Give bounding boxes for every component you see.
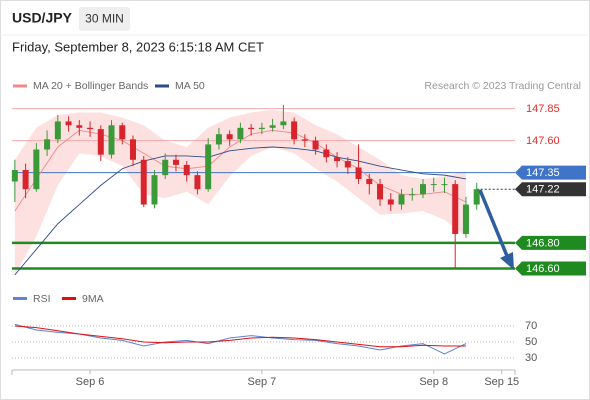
candle-body: [258, 127, 265, 130]
rsi-panel: RSI 9MA 30 50 70 Sep 6 Sep 7 Sep 8 Sep 15: [11, 293, 537, 388]
candle-body: [215, 134, 222, 145]
ma-line: [14, 146, 467, 276]
projection-arrow: [478, 189, 509, 257]
projection-arrowhead: [500, 252, 514, 270]
y-tick-label: 70: [525, 320, 537, 332]
credit: Research © 2023 Trading Central: [424, 80, 581, 92]
legend-label: MA 50: [175, 80, 205, 92]
candle-body: [301, 139, 308, 141]
level-tag: [515, 235, 586, 250]
level-label: 147.22: [526, 184, 560, 196]
y-tick-label: 50: [525, 336, 537, 348]
candle-body: [183, 164, 190, 176]
candle-body: [172, 159, 179, 165]
legend-label: RSI: [33, 293, 51, 305]
x-tick-label: Sep 6: [76, 376, 105, 388]
candle-body: [76, 125, 83, 128]
candle-body: [398, 194, 405, 205]
legend-swatch: [13, 297, 27, 300]
rsi-line: [14, 325, 466, 348]
candle-body: [151, 175, 158, 205]
legend-swatch: [155, 84, 169, 88]
legend-swatch: [62, 297, 76, 300]
candle-body: [11, 170, 18, 182]
price-panel: MA 20 + Bollinger Bands MA 50 147.85 147.60…: [11, 80, 586, 276]
candle-body: [87, 127, 94, 130]
bollinger-band: [14, 109, 466, 275]
candle-body: [387, 199, 394, 205]
candle-body: [355, 167, 362, 179]
candle-body: [54, 121, 61, 140]
candle-body: [119, 125, 126, 140]
candle-body: [97, 129, 104, 155]
level-tag: [515, 182, 586, 197]
candle-body: [312, 140, 319, 150]
level-label: 146.80: [526, 237, 560, 249]
candle-body: [473, 189, 480, 205]
legend-label: 9MA: [82, 293, 104, 305]
legend-label: MA 20 + Bollinger Bands: [33, 80, 148, 92]
y-tick-label: 30: [525, 352, 537, 364]
level-tag: [515, 165, 586, 180]
candle-body: [377, 184, 384, 200]
candle-body: [441, 184, 448, 186]
candle-body: [140, 159, 147, 205]
candle-body: [248, 127, 255, 130]
candle-body: [462, 204, 469, 234]
candle-body: [130, 139, 137, 160]
candle-body: [344, 161, 351, 168]
x-tick-label: Sep 7: [248, 376, 277, 388]
rsi-line: [14, 323, 467, 355]
timeframe[interactable]: 30 MIN: [85, 12, 124, 26]
candle-body: [237, 127, 244, 140]
x-tick-label: Sep 15: [484, 376, 519, 388]
candle-body: [409, 194, 416, 196]
level-tag: [515, 261, 586, 276]
candle-body: [108, 125, 115, 155]
candle-body: [205, 144, 212, 190]
candle-body: [366, 178, 373, 185]
x-tick-label: Sep 8: [419, 376, 448, 388]
candle-body: [194, 175, 201, 190]
candle-body: [419, 184, 426, 195]
candle-body: [33, 149, 40, 190]
level-label: 147.85: [526, 103, 560, 115]
level-label: 147.60: [526, 135, 560, 147]
subtitle: Friday, September 8, 2023 6:15:18 AM CET: [12, 39, 264, 54]
candle-body: [65, 121, 72, 126]
legend-swatch: [13, 84, 27, 88]
candle-body: [430, 184, 437, 186]
candle-body: [280, 121, 287, 126]
candle-body: [291, 121, 298, 140]
candle-body: [22, 170, 29, 190]
timeframe-badge[interactable]: [79, 7, 130, 31]
candle-body: [323, 149, 330, 158]
candle-body: [452, 184, 459, 234]
candle-body: [334, 157, 341, 162]
chart-title: USD/JPY: [12, 10, 73, 26]
candle-body: [162, 159, 169, 176]
candle-body: [44, 139, 51, 150]
candle-body: [226, 134, 233, 140]
level-label: 146.60: [526, 263, 560, 275]
candle-body: [269, 125, 276, 128]
level-label: 147.35: [526, 167, 560, 179]
